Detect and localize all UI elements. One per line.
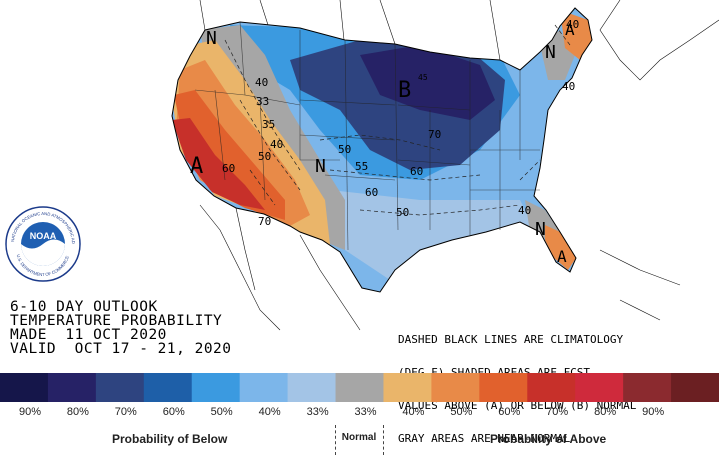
contour-label: 50 xyxy=(338,143,351,156)
outlook-valid-range: VALID OCT 17 - 21, 2020 xyxy=(10,341,232,357)
us-outline xyxy=(171,7,593,293)
normal-axis-label: Normal xyxy=(341,432,377,443)
contour-label: 33 xyxy=(256,95,269,108)
below-label-central: B xyxy=(398,78,411,103)
logo-center-text: NOAA xyxy=(30,231,57,241)
normal-label-se: N xyxy=(535,219,546,240)
contour-label: 50 xyxy=(396,206,409,219)
legend-percent: 33% xyxy=(306,406,329,418)
legend-swatch xyxy=(287,373,337,402)
contour-label: 60 xyxy=(410,165,423,178)
contour-label: 55 xyxy=(355,160,368,173)
legend-percent: 40% xyxy=(402,406,425,418)
legend-percent: 50% xyxy=(210,406,233,418)
contour-label: 60 xyxy=(222,162,235,175)
probability-shading xyxy=(172,8,592,292)
contour-label: 70 xyxy=(428,128,441,141)
legend-swatch xyxy=(479,373,528,402)
legend-swatch xyxy=(239,373,289,402)
noaa-logo: NATIONAL OCEANIC AND ATMOSPHERIC ADMINIS… xyxy=(4,205,81,282)
legend-swatch xyxy=(335,373,384,402)
contour-label: 45 xyxy=(418,73,428,82)
contour-label: 60 xyxy=(365,186,378,199)
contour-label: 40 xyxy=(518,204,531,217)
above-axis-label: Probability of Above xyxy=(490,432,607,446)
normal-label-nw: N xyxy=(206,28,217,49)
climatology-lines xyxy=(224,24,571,216)
legend-swatch xyxy=(0,373,49,402)
legend-percent: 70% xyxy=(114,406,137,418)
legend-percent: 60% xyxy=(162,406,185,418)
legend-swatch xyxy=(191,373,241,402)
normal-label-ne: N xyxy=(545,42,556,63)
note-line: DASHED BLACK LINES ARE CLIMATOLOGY xyxy=(398,333,624,346)
contour-label: 40 xyxy=(270,138,283,151)
neighbor-borders xyxy=(199,0,719,331)
contour-label: 35 xyxy=(262,118,275,131)
outlook-made-date: MADE 11 OCT 2020 xyxy=(10,327,167,343)
contour-label: 50 xyxy=(258,150,271,163)
legend-swatch xyxy=(383,373,432,402)
note-line: VALUES ABOVE (A) OR BELOW (B) NORMAL xyxy=(398,399,637,412)
legend-swatch xyxy=(95,373,145,402)
below-axis-label: Probability of Below xyxy=(112,432,228,446)
legend-percent: 40% xyxy=(258,406,281,418)
forecast-map: 40 33 35 40 50 50 60 70 70 55 60 60 50 4… xyxy=(171,0,719,331)
legend-percent: 80% xyxy=(594,406,617,418)
legend-percent: 90% xyxy=(18,406,42,418)
above-label-west: A xyxy=(190,154,203,179)
legend-percent: 90% xyxy=(642,406,665,418)
legend-swatch xyxy=(431,373,480,402)
outlook-title-block: 6-10 DAY OUTLOOK TEMPERATURE PROBABILITY… xyxy=(10,299,232,357)
legend-swatch xyxy=(527,373,576,402)
probability-color-legend xyxy=(0,373,719,402)
legend-notes: DASHED BLACK LINES ARE CLIMATOLOGY (DEG … xyxy=(398,312,636,455)
note-line: GRAY AREAS ARE NEAR-NORMAL xyxy=(398,432,571,445)
legend-swatch xyxy=(47,373,97,402)
legend-swatch xyxy=(575,373,624,402)
contour-label: 40 xyxy=(566,18,579,31)
above-label-ne: A xyxy=(565,20,575,39)
normal-label-sw: N xyxy=(315,156,326,177)
legend-swatch xyxy=(623,373,672,402)
legend-swatch xyxy=(143,373,193,402)
normal-divider-right xyxy=(383,425,384,455)
outlook-subtitle: TEMPERATURE PROBABILITY xyxy=(10,313,223,329)
outlook-title: 6-10 DAY OUTLOOK xyxy=(10,299,158,315)
legend-percent: 60% xyxy=(498,406,521,418)
legend-percent: 33% xyxy=(354,406,377,418)
above-label-fl: A xyxy=(557,247,567,266)
contour-label: 40 xyxy=(255,76,268,89)
legend-swatch xyxy=(671,373,719,402)
note-line: (DEG F) SHADED AREAS ARE FCST xyxy=(398,366,591,379)
contour-label: 40 xyxy=(562,80,575,93)
normal-divider-left xyxy=(335,425,336,455)
contour-label: 70 xyxy=(258,215,271,228)
legend-percent: 50% xyxy=(450,406,473,418)
legend-percent: 70% xyxy=(546,406,569,418)
legend-percent: 80% xyxy=(66,406,89,418)
state-lines xyxy=(194,21,540,251)
